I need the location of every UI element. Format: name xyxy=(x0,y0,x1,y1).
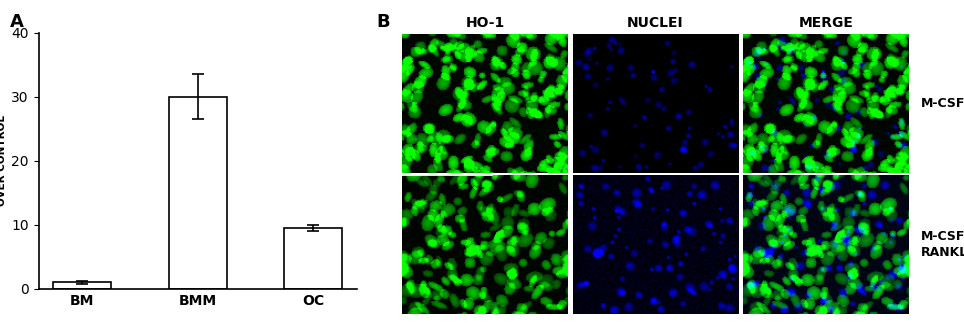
Text: MERGE: MERGE xyxy=(798,15,853,30)
Text: A: A xyxy=(10,13,23,31)
Y-axis label: INCREASED FOLD OF HO-1
OVER CONTROL: INCREASED FOLD OF HO-1 OVER CONTROL xyxy=(0,84,7,237)
Text: HO-1: HO-1 xyxy=(466,15,505,30)
Text: NUCLEI: NUCLEI xyxy=(628,15,683,30)
Bar xyxy=(284,228,342,289)
Bar xyxy=(53,282,111,289)
Text: M-CSF: M-CSF xyxy=(921,97,964,110)
Text: B: B xyxy=(376,13,389,31)
Text: M-CSF+
RANKL: M-CSF+ RANKL xyxy=(921,230,964,259)
Bar xyxy=(169,97,227,289)
